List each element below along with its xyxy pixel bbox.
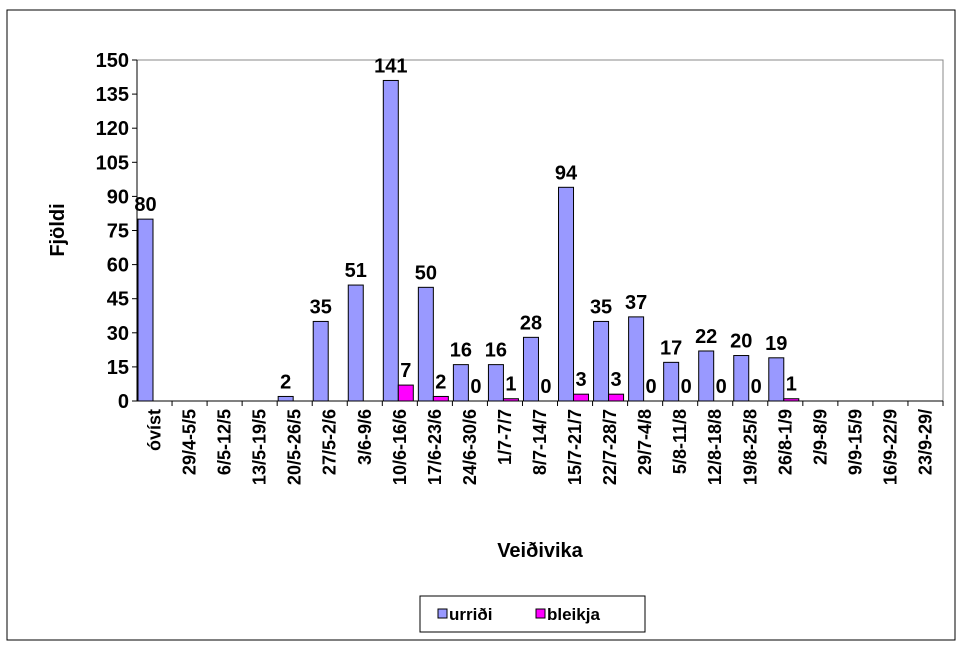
y-tick-label: 150 [96,50,129,72]
bar [558,186,575,402]
x-tick-label: 12/8-18/8 [705,409,725,485]
x-tick-label: 27/5-2/6 [320,409,340,475]
y-axis-title: Fjöldi [47,203,69,256]
y-tick-label: 30 [107,323,129,345]
data-label: 2 [280,371,291,393]
data-label: 37 [625,292,647,314]
x-tick-label: 16/9-22/9 [880,409,900,485]
x-tick-label: 29/7-4/8 [635,409,655,475]
x-tick-label: 1/7-7/7 [495,409,515,465]
data-label: 51 [345,260,367,282]
bar [573,393,590,402]
data-label: 16 [450,340,472,362]
bar [768,357,785,402]
x-tick-label: 29/4-5/5 [180,409,200,475]
data-label: 141 [374,55,407,77]
legend [419,595,646,633]
bar [137,218,154,402]
x-tick-label: 3/6-9/6 [355,409,375,465]
bar [417,286,434,402]
data-label: 17 [660,337,682,359]
y-tick-label: 120 [96,118,129,140]
data-label: 22 [695,326,717,348]
y-tick-label: 60 [107,255,129,277]
y-tick-label: 75 [107,221,129,243]
data-label: 20 [730,331,752,353]
data-label: 1 [505,374,516,396]
legend-swatch [437,608,448,619]
x-tick-label: 17/6-23/6 [425,409,445,485]
legend-label: urriði [449,605,492,624]
x-tick-label: 6/5-12/5 [215,409,235,475]
y-tick-label: 105 [96,152,129,174]
bar [783,398,800,402]
data-label: 3 [611,369,622,391]
data-label: 0 [646,376,657,398]
x-tick-label: 23/9-29/ [915,409,935,475]
bar [593,320,610,402]
data-label: 28 [520,312,542,334]
bar [663,361,680,402]
data-label: 16 [485,340,507,362]
bar [733,355,750,402]
x-tick-label: 20/5-26/5 [285,409,305,485]
data-label: 0 [716,376,727,398]
x-tick-label: 9/9-15/9 [845,409,865,475]
bar [628,316,645,402]
x-tick-label: 2/9-8/9 [810,409,830,465]
data-label: 0 [681,376,692,398]
x-tick-label: 5/8-11/8 [670,409,690,474]
x-tick-label: 26/8-1/9 [775,409,795,475]
y-tick-label: 135 [96,84,129,106]
data-label: 7 [400,360,411,382]
x-tick-label: 15/7-21/7 [565,409,585,485]
bar [432,395,449,402]
bar [382,79,399,402]
plot-area [136,59,944,402]
x-tick-label: 10/6-16/6 [390,409,410,485]
y-tick-label: 0 [118,391,129,413]
bar [608,393,625,402]
bar [347,284,364,402]
data-label: 0 [470,376,481,398]
x-tick-label: 22/7-28/7 [600,409,620,485]
bar [312,320,329,402]
data-label: 80 [134,194,156,216]
data-label: 94 [555,162,578,184]
legend-swatch [535,608,546,619]
data-label: 0 [540,376,551,398]
bar [487,364,504,402]
data-label: 0 [751,376,762,398]
data-label: 35 [590,296,612,318]
bar [522,336,539,402]
x-axis-title: Veiðivika [497,540,583,562]
data-label: 3 [575,369,586,391]
x-tick-label: 8/7-14/7 [530,409,550,475]
y-tick-label: 90 [107,186,129,208]
bar [397,384,414,402]
legend-label: bleikja [547,605,600,624]
data-label: 50 [415,262,437,284]
x-tick-label: 13/5-19/5 [250,409,270,485]
x-tick-label: 19/8-25/8 [740,409,760,485]
data-label: 19 [765,333,787,355]
y-tick-label: 15 [107,357,129,379]
data-label: 2 [435,371,446,393]
data-label: 35 [310,296,332,318]
x-tick-label: óvíst [145,409,165,451]
data-label: 1 [786,374,797,396]
y-tick-label: 45 [107,289,129,311]
bar [277,395,294,402]
bar [698,350,715,402]
x-tick-label: 24/6-30/6 [460,409,480,485]
bar [452,364,469,402]
bar [502,398,519,402]
